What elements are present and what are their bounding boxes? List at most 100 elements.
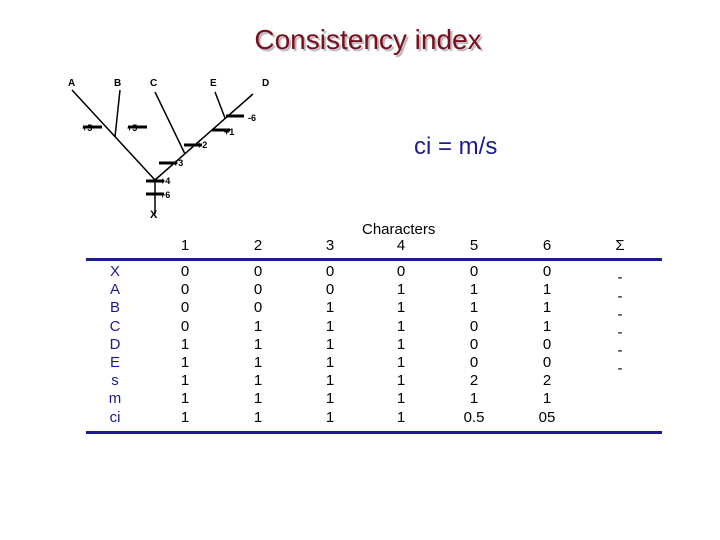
table-cell: 1 xyxy=(396,299,406,316)
table-top-rule xyxy=(86,258,662,261)
row-label: ci xyxy=(109,409,121,426)
table-cell: 0 xyxy=(253,263,263,280)
table-cell: 1 xyxy=(180,390,190,407)
row-label: E xyxy=(109,354,120,371)
table-cell: 0 xyxy=(180,299,190,316)
column-header: 1 xyxy=(180,237,190,254)
table-cell: 0 xyxy=(469,354,479,371)
ci-formula: ci = m/s xyxy=(414,133,498,160)
change-marks xyxy=(83,114,244,196)
table-cell: 1 xyxy=(396,354,406,371)
table-cell: 1 xyxy=(325,372,335,389)
table-cell: 0 xyxy=(542,354,552,371)
sum-cell: - xyxy=(617,324,623,341)
branch-a xyxy=(71,89,156,181)
change-label: +3 xyxy=(173,158,183,168)
change-label: +5 xyxy=(82,123,92,133)
table-cell: 2 xyxy=(542,372,552,389)
table-bottom-rule xyxy=(86,431,662,434)
sum-header: Σ xyxy=(615,237,625,254)
slide-title: Consistency index xyxy=(254,24,482,55)
phylogenetic-tree: A B C E D X +5 +5 -6 +1 +2 +3 +4 +6 xyxy=(68,78,269,221)
table-cell: 0 xyxy=(253,299,263,316)
change-label: -6 xyxy=(248,113,256,123)
table-cell: 2 xyxy=(469,372,479,389)
column-header: 6 xyxy=(542,237,552,254)
table-cell: 1 xyxy=(469,390,479,407)
table-cell: 1 xyxy=(180,336,190,353)
table-cell: 1 xyxy=(469,299,479,316)
table-cell: 1 xyxy=(325,390,335,407)
row-label: s xyxy=(111,372,119,389)
table-cell: 1 xyxy=(396,318,406,335)
column-header: 3 xyxy=(325,237,335,254)
characters-header: Characters xyxy=(362,221,436,238)
change-label: +4 xyxy=(160,176,170,186)
table-cell: 1 xyxy=(253,354,263,371)
table-cell: 1 xyxy=(396,390,406,407)
table-cell: 0 xyxy=(396,263,406,280)
sum-cell: - xyxy=(617,342,623,359)
table-cell: 1 xyxy=(180,354,190,371)
sum-cell: - xyxy=(617,306,623,323)
change-label: +5 xyxy=(127,123,137,133)
table-cell: 1 xyxy=(396,409,406,426)
table-cell: 1 xyxy=(253,409,263,426)
table-cell: 1 xyxy=(253,372,263,389)
table-cell: 0 xyxy=(325,281,335,298)
change-label: +6 xyxy=(160,190,170,200)
table-cell: 1 xyxy=(396,281,406,298)
row-label: X xyxy=(109,263,120,280)
column-header: 2 xyxy=(253,237,263,254)
taxon-label: C xyxy=(150,78,157,89)
table-cell: 1 xyxy=(325,336,335,353)
change-label: +2 xyxy=(197,140,207,150)
sum-cell: - xyxy=(617,269,623,286)
change-label: +1 xyxy=(224,127,234,137)
table-cell: 1 xyxy=(542,390,552,407)
table-cell: 1 xyxy=(180,409,190,426)
table-cell: 1 xyxy=(542,281,552,298)
taxon-label: A xyxy=(68,78,75,89)
table-cell: 1 xyxy=(253,390,263,407)
taxon-label: B xyxy=(114,78,121,89)
table-cell: 0 xyxy=(180,318,190,335)
table-cell: 1 xyxy=(396,336,406,353)
table-cell: 0.5 xyxy=(463,409,485,426)
table-cell: 0 xyxy=(469,318,479,335)
row-label: D xyxy=(109,336,121,353)
sum-cell: - xyxy=(617,288,623,305)
table-cell: 1 xyxy=(180,372,190,389)
table-cell: 0 xyxy=(542,336,552,353)
branch-d xyxy=(154,93,254,181)
table-cell: 0 xyxy=(253,281,263,298)
branch-e xyxy=(214,91,226,119)
table-cell: 0 xyxy=(325,263,335,280)
table-cell: 1 xyxy=(325,354,335,371)
branch-b xyxy=(114,89,121,138)
table-cell: 1 xyxy=(325,318,335,335)
table-cell: 0 xyxy=(180,281,190,298)
tree-branches xyxy=(71,89,254,214)
row-label: C xyxy=(109,318,121,335)
row-label: B xyxy=(109,299,120,316)
column-header: 4 xyxy=(396,237,406,254)
taxon-label: E xyxy=(210,78,217,89)
row-label: m xyxy=(108,390,122,407)
table-cell: 1 xyxy=(542,299,552,316)
taxon-label: D xyxy=(262,78,269,89)
table-cell: 0 xyxy=(542,263,552,280)
table-cell: 1 xyxy=(396,372,406,389)
table-cell: 0 xyxy=(469,263,479,280)
table-cell: 0 xyxy=(469,336,479,353)
table-cell: 1 xyxy=(253,318,263,335)
table-cell: 1 xyxy=(253,336,263,353)
root-label: X xyxy=(150,209,158,221)
branch-c xyxy=(154,91,186,155)
table-cell: 05 xyxy=(538,409,556,426)
table-cell: 0 xyxy=(180,263,190,280)
column-header: 5 xyxy=(469,237,479,254)
table-cell: 1 xyxy=(325,299,335,316)
row-label: A xyxy=(109,281,120,298)
table-cell: 1 xyxy=(542,318,552,335)
